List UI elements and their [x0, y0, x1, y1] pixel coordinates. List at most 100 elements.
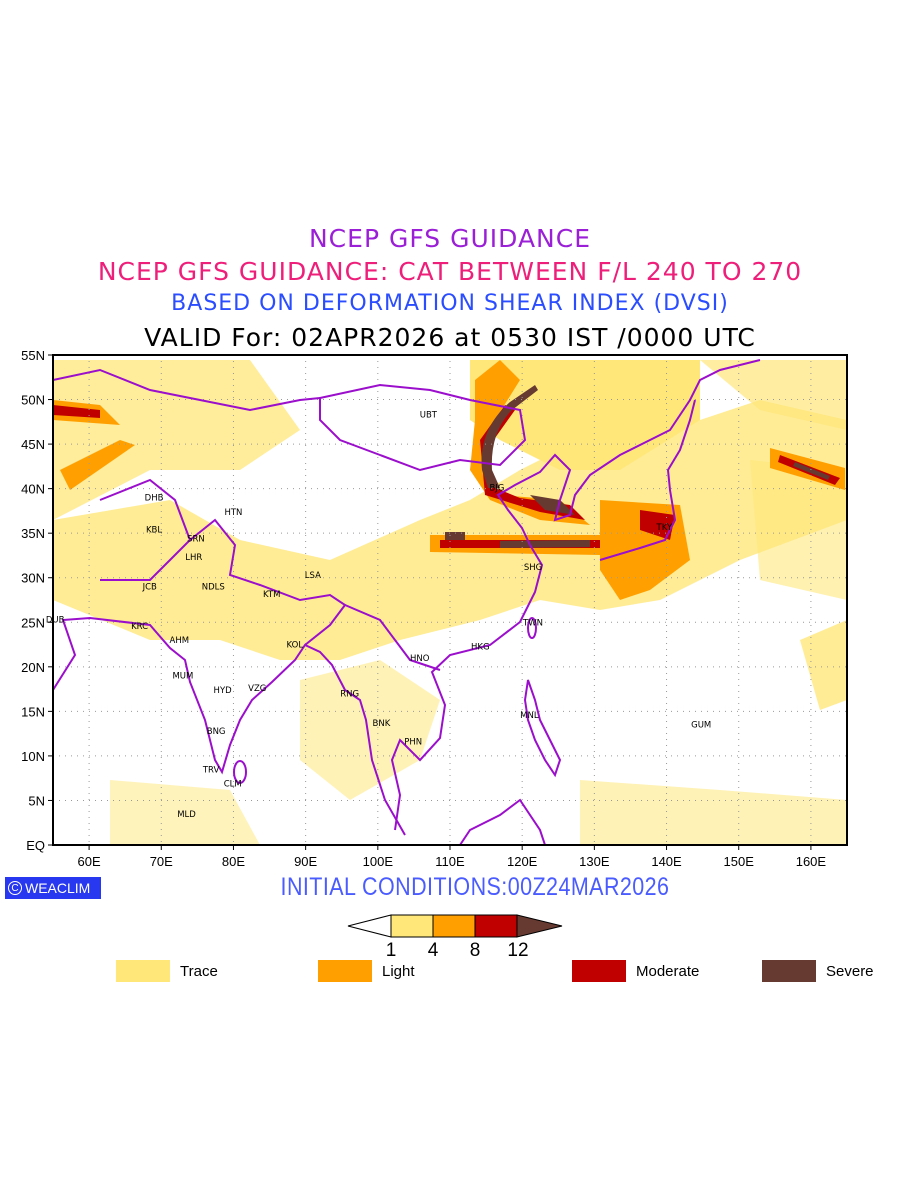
lon-tick-label: 160E — [796, 854, 827, 869]
initial-conditions: INITIAL CONDITIONS:00Z24MAR2026 — [280, 873, 670, 901]
lat-tick-label: 20N — [21, 660, 45, 675]
legend-label: Severe — [826, 962, 874, 980]
station-label-kbl: KBL — [146, 526, 162, 536]
lon-tick-label: 110E — [435, 854, 465, 869]
legend-swatch — [318, 960, 372, 982]
weaclim-logo: C WEACLIM — [5, 877, 101, 899]
logo-text: WEACLIM — [25, 880, 91, 896]
station-label-rng: RNG — [340, 690, 359, 700]
station-label-hno: HNO — [410, 654, 430, 664]
station-label-htn: HTN — [224, 508, 242, 518]
lat-tick-label: 40N — [21, 482, 45, 497]
station-label-ubt: UBT — [420, 411, 438, 421]
station-label-tky: TKY — [656, 523, 673, 533]
station-label-krc: KRC — [131, 622, 148, 632]
lon-tick-label: 90E — [294, 854, 317, 869]
lat-tick-label: EQ — [26, 838, 45, 853]
coastlines — [53, 359, 761, 845]
station-label-mld: MLD — [177, 810, 196, 820]
colorbar-low-arrow — [347, 914, 392, 938]
lon-tick-label: 150E — [724, 854, 755, 869]
coast-indochina-china — [390, 359, 761, 831]
station-label-shg: SHG — [524, 563, 542, 573]
station-label-lsa: LSA — [305, 571, 321, 581]
legend-moderate: Moderate — [572, 960, 699, 982]
axis-ticks: 60E 70E 80E 90E 100E 110E 120E 130E 140E 150E 160E… — [21, 348, 826, 869]
station-label-srn: SRN — [187, 535, 205, 545]
colorbar-label: 4 — [427, 940, 439, 961]
trace-areas — [53, 360, 847, 845]
station-label-gum: GUM — [691, 721, 711, 731]
lat-tick-label: 45N — [21, 437, 45, 452]
lon-tick-label: 100E — [363, 854, 394, 869]
legend-light: Light — [318, 960, 415, 982]
station-label-lhr: LHR — [185, 553, 202, 563]
station-label-jcb: JCB — [142, 583, 157, 593]
lon-tick-label: 70E — [150, 854, 173, 869]
station-label-clm: CLM — [224, 780, 242, 790]
legend-swatch — [116, 960, 170, 982]
border-china-sw — [344, 604, 441, 671]
colorbar-label: 1 — [385, 940, 397, 961]
station-label-dhb: DHB — [145, 494, 164, 504]
colorbar-high-arrow — [516, 914, 563, 938]
station-label-hkg: HKG — [471, 642, 490, 652]
station-label-bjg: BJG — [489, 484, 504, 494]
legend-label: Light — [382, 962, 415, 980]
philippines — [523, 679, 562, 778]
colorbar-bin-light — [432, 914, 476, 938]
station-label-kol: KOL — [287, 641, 304, 651]
colorbar-bin-trace — [390, 914, 434, 938]
legend-trace: Trace — [116, 960, 218, 982]
border-mongolia — [319, 383, 527, 472]
lat-tick-label: 50N — [21, 393, 45, 408]
lat-tick-label: 5N — [28, 793, 45, 808]
station-label-bng: BNG — [207, 727, 226, 737]
colorbar — [347, 914, 563, 938]
copyright-icon: C — [8, 881, 22, 895]
valid-time: VALID For: 02APR2026 at 0530 IST /0000 U… — [144, 323, 756, 352]
lat-tick-label: 30N — [21, 571, 45, 586]
border-afghanistan — [99, 478, 192, 581]
sri-lanka — [233, 760, 247, 784]
taiwan — [527, 617, 537, 639]
station-label-ahm: AHM — [170, 636, 190, 646]
method-subtitle: BASED ON DEFORMATION SHEAR INDEX (DVSI) — [171, 291, 729, 316]
lat-tick-label: 55N — [21, 348, 45, 363]
station-label-twn: TWN — [522, 618, 543, 628]
lat-tick-label: 25N — [21, 615, 45, 630]
turbulence-field — [53, 360, 847, 845]
border-india — [189, 518, 347, 646]
lat-tick-label: 15N — [21, 704, 45, 719]
border-central-asia — [53, 368, 321, 412]
station-label-trv: TRV — [202, 765, 220, 775]
station-label-bnk: BNK — [373, 719, 391, 729]
main-title: NCEP GFS GUIDANCE — [308, 224, 591, 253]
coast-south-asia — [53, 616, 406, 836]
borneo-sumatra — [459, 798, 546, 845]
station-label-hyd: HYD — [214, 686, 233, 696]
station-labels: UBT BJG DHB HTN KBL SRN LHR JCB NDLS KTM LSA DUB KRC… — [46, 411, 711, 820]
legend-swatch — [572, 960, 626, 982]
severe-areas — [445, 385, 830, 548]
legend-label: Moderate — [636, 962, 700, 980]
coast-japan — [599, 399, 696, 561]
product-title: NCEP GFS GUIDANCE: CAT BETWEEN F/L 240 T… — [97, 257, 803, 286]
lon-tick-label: 130E — [579, 854, 610, 869]
lon-tick-label: 120E — [507, 854, 538, 869]
lon-tick-label: 140E — [651, 854, 682, 869]
colorbar-label: 12 — [507, 940, 529, 961]
legend-swatch — [762, 960, 816, 982]
station-label-ndls: NDLS — [202, 583, 225, 593]
station-label-mnl: MNL — [520, 711, 539, 721]
station-label-dub: DUB — [46, 616, 65, 626]
legend-label: Trace — [180, 962, 218, 980]
station-label-ktm: KTM — [263, 590, 280, 600]
station-label-vzg: VZG — [248, 684, 266, 694]
lon-tick-label: 80E — [222, 854, 245, 869]
lon-tick-label: 60E — [78, 854, 101, 869]
legend-severe: Severe — [762, 960, 874, 982]
station-label-mum: MUM — [172, 672, 193, 682]
gridlines — [53, 355, 847, 845]
